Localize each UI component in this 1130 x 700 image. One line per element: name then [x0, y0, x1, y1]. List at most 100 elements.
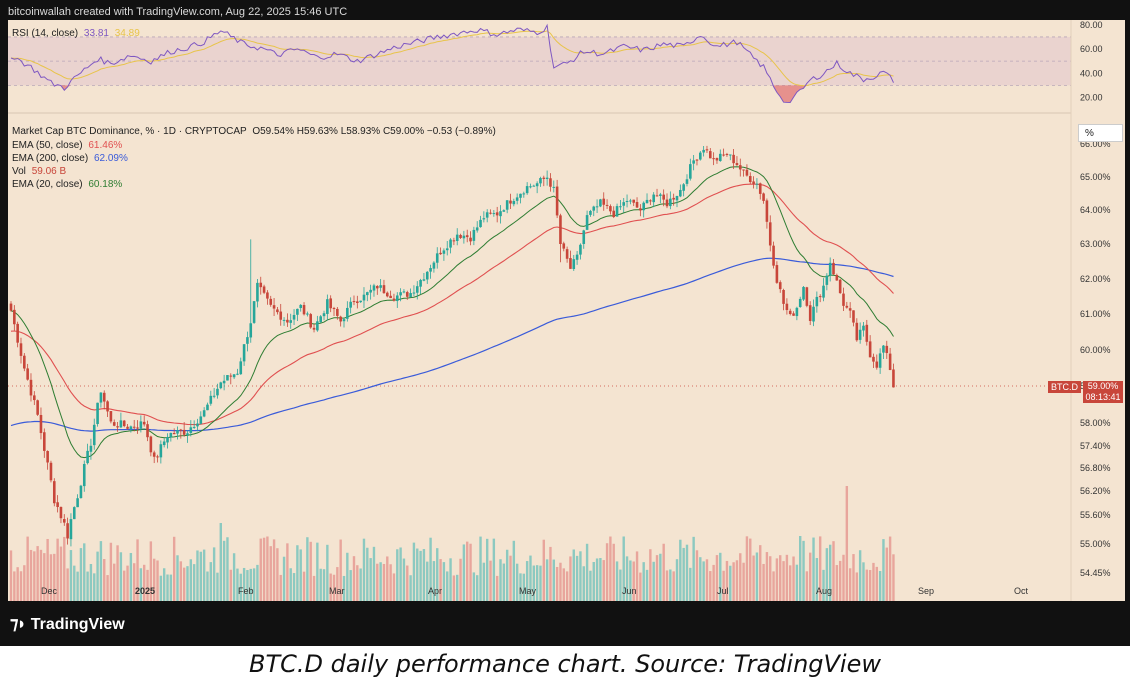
- volume-bar: [186, 566, 189, 601]
- volume-bar: [722, 570, 725, 601]
- candle-body: [142, 421, 146, 425]
- x-tick-label: Apr: [428, 586, 442, 596]
- candle-body: [775, 265, 779, 283]
- candle-body: [26, 368, 29, 380]
- candle-body: [652, 194, 655, 203]
- candle-body: [385, 292, 389, 297]
- last-price-tag: 59.00% 08:13:41: [1083, 381, 1123, 403]
- volume-bar: [459, 558, 462, 601]
- candle-body: [808, 305, 812, 321]
- candle-body: [439, 252, 442, 255]
- main-legend-title-row: Market Cap BTC Dominance, % · 1D · CRYPT…: [12, 126, 496, 137]
- candle-body: [19, 343, 23, 356]
- percent-scale-button[interactable]: %: [1078, 124, 1123, 142]
- volume-bar: [259, 538, 262, 601]
- rsi-tick-label: 20.00: [1080, 92, 1103, 102]
- candle-body: [72, 507, 76, 520]
- candle-body: [212, 395, 216, 397]
- volume-bar: [589, 570, 592, 601]
- candle-body: [279, 311, 283, 320]
- volume-bar: [469, 543, 472, 601]
- volume-bar: [759, 545, 762, 601]
- candle-body: [569, 258, 572, 269]
- volume-bar: [672, 571, 675, 601]
- candle-body: [359, 300, 362, 303]
- volume-bar: [665, 570, 669, 601]
- y-tick-label: 55.60%: [1080, 510, 1111, 520]
- candle-body: [735, 163, 739, 166]
- volume-bar: [113, 563, 116, 601]
- volume-bar: [66, 568, 69, 601]
- candle-body: [748, 176, 752, 183]
- candle-body: [172, 432, 176, 435]
- y-tick-label: 58.00%: [1080, 418, 1111, 428]
- ema50-line: [10, 183, 894, 426]
- volume-bar: [352, 556, 356, 601]
- rsi-tick-label: 40.00: [1080, 68, 1103, 78]
- candle-body: [182, 429, 186, 435]
- candle-body: [409, 293, 412, 298]
- volume-bar: [729, 565, 732, 601]
- candle-body: [592, 206, 596, 211]
- candle-body: [472, 229, 476, 241]
- volume-bar: [635, 551, 639, 601]
- candle-body: [232, 374, 236, 378]
- volume-bar: [479, 536, 482, 601]
- candle-body: [216, 388, 219, 396]
- candle-body: [429, 268, 432, 272]
- ema200-legend-label: EMA (200, close): [12, 153, 89, 164]
- candle-body: [818, 296, 822, 298]
- candle-body: [772, 245, 775, 266]
- volume-bar: [266, 536, 269, 601]
- candle-body: [202, 410, 206, 417]
- volume-legend-value: 59.06 B: [31, 166, 67, 177]
- candle-body: [725, 154, 729, 156]
- candle-body: [412, 292, 416, 294]
- candle-body: [346, 307, 349, 319]
- volume-bar: [412, 542, 416, 601]
- volume-bar: [239, 573, 242, 601]
- volume-bar: [489, 560, 492, 601]
- candle-body: [649, 200, 652, 202]
- volume-bar: [349, 570, 352, 601]
- volume-bar: [212, 547, 216, 601]
- volume-bar: [292, 573, 296, 601]
- ema20-line: [10, 166, 894, 459]
- candle-body: [825, 275, 829, 285]
- volume-bar: [306, 537, 309, 601]
- candle-body: [162, 441, 166, 446]
- candle-body: [882, 345, 885, 353]
- volume-bar: [419, 550, 422, 601]
- candle-body: [239, 361, 243, 375]
- candle-body: [695, 159, 699, 161]
- tradingview-logo[interactable]: ⁊◗ TradingView: [10, 614, 125, 634]
- candle-body: [512, 201, 516, 205]
- rsi-oversold-fill: [54, 85, 807, 103]
- volume-bar: [499, 559, 502, 601]
- candle-body: [722, 154, 725, 156]
- candle-body: [705, 149, 709, 151]
- volume-bar: [599, 558, 602, 601]
- volume-bar: [549, 546, 552, 601]
- volume-bar: [202, 549, 206, 601]
- candle-body: [259, 282, 263, 288]
- candle-body: [888, 353, 892, 371]
- price-axis[interactable]: [1071, 20, 1125, 601]
- rsi-tick-label: 60.00: [1080, 44, 1103, 54]
- volume-bar: [379, 562, 382, 601]
- volume-bar: [868, 570, 872, 601]
- candle-body: [519, 193, 522, 198]
- candle-body: [306, 313, 309, 315]
- y-tick-label: 61.00%: [1080, 309, 1111, 319]
- volume-bar: [43, 553, 46, 601]
- candle-body: [112, 422, 116, 426]
- chart-canvas[interactable]: 54.45% 55.00% 55.60% 56.20% 56.80% 57.40% 58.0…: [8, 20, 1125, 601]
- volume-bar: [242, 567, 246, 601]
- chart-area[interactable]: 54.45% 55.00% 55.60% 56.20% 56.80% 57.40% 58.0…: [8, 20, 1125, 601]
- candle-body: [742, 169, 745, 171]
- volume-bar: [572, 549, 575, 601]
- volume-bar: [466, 541, 469, 601]
- candle-body: [376, 286, 379, 289]
- volume-bar: [222, 540, 226, 601]
- volume-bar: [103, 559, 106, 601]
